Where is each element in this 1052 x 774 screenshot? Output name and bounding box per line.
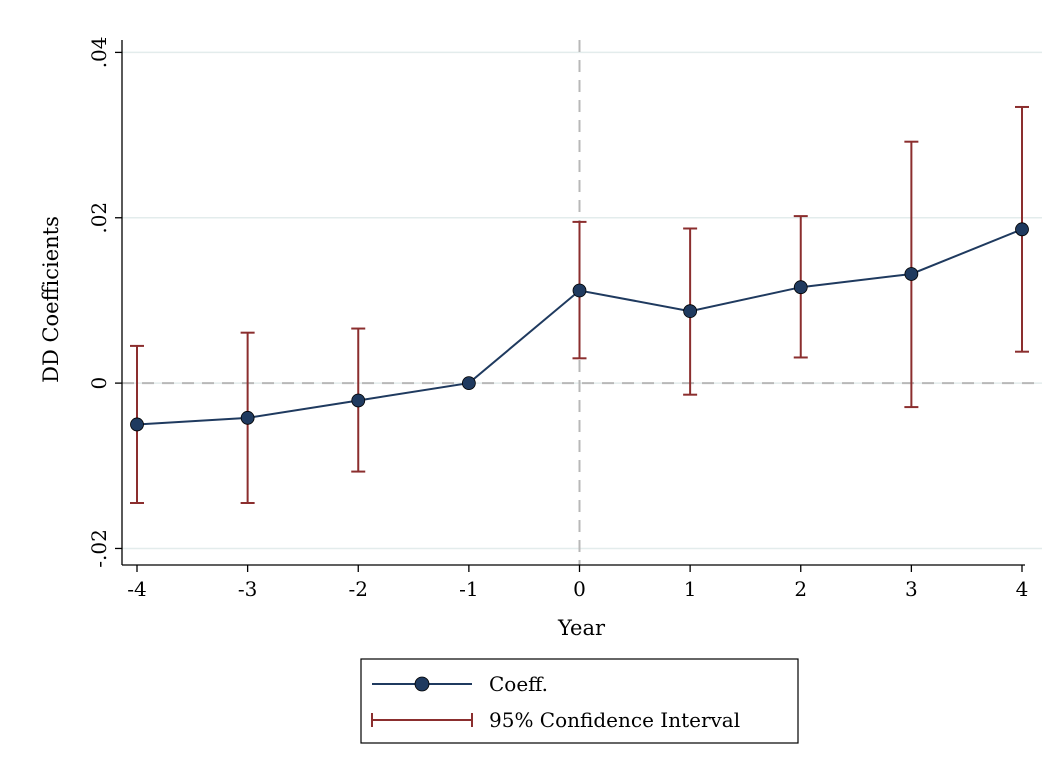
legend-label-coeff: Coeff. (489, 672, 548, 696)
legend-label-ci: 95% Confidence Interval (489, 708, 740, 732)
y-tick-label: 0 (87, 377, 111, 390)
x-axis-ticks: -4 -3 -2 -1 0 1 2 3 4 (127, 565, 1028, 601)
x-tick-label: -4 (127, 577, 146, 601)
x-tick-label: -1 (459, 577, 478, 601)
y-gridlines (122, 51, 1042, 550)
x-tick-label: -2 (349, 577, 368, 601)
coefficient-series (130, 222, 1029, 432)
coeff-point (351, 393, 366, 408)
x-tick-label: 0 (573, 577, 586, 601)
coeff-point (1015, 222, 1029, 237)
y-axis-ticks: -.02 0 .02 .04 (87, 36, 122, 568)
x-tick-label: 2 (794, 577, 807, 601)
legend-coeff-marker-icon (414, 676, 430, 692)
legend-box (360, 658, 799, 744)
axes (121, 40, 1025, 566)
x-axis-title: Year (557, 616, 606, 640)
coeff-point (130, 417, 144, 432)
y-tick-label: -.02 (87, 529, 111, 568)
y-tick-label: .02 (87, 202, 111, 234)
coeff-point (683, 304, 698, 319)
x-tick-label: 3 (905, 577, 918, 601)
coeff-point (793, 280, 808, 295)
reference-lines (122, 40, 1042, 565)
x-tick-label: 1 (684, 577, 697, 601)
coeff-point (240, 410, 255, 425)
y-tick-label: .04 (87, 36, 111, 68)
coeff-point (461, 376, 476, 391)
coeff-point (904, 267, 919, 281)
x-tick-label: -3 (238, 577, 257, 601)
legend: Coeff. 95% Confidence Interval (360, 658, 799, 744)
coeff-point (572, 283, 587, 298)
y-axis-title: DD Coefficients (39, 216, 63, 383)
x-tick-label: 4 (1016, 577, 1029, 601)
